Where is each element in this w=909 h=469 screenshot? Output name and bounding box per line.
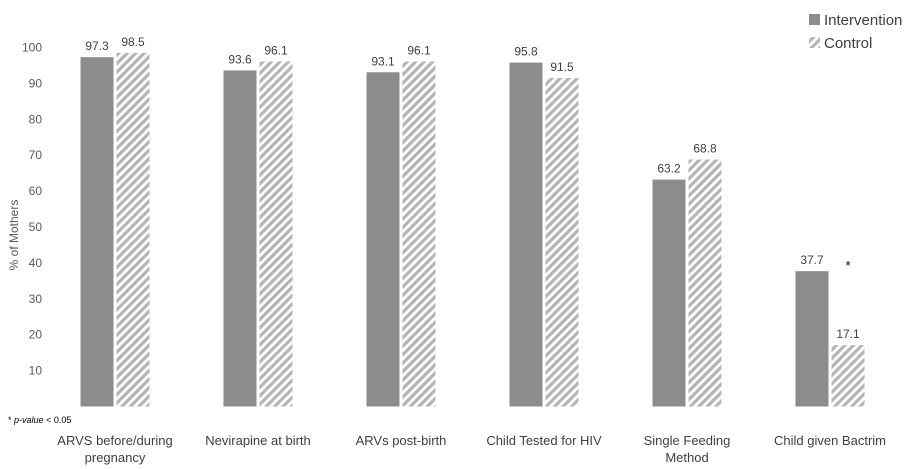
x-category-label-2: ARVs post-birth <box>356 433 447 448</box>
y-axis: 10 20 30 40 50 60 70 80 90 100 <box>22 41 42 378</box>
x-axis-labels: ARVS before/during pregnancy Nevirapine at… <box>57 433 886 465</box>
value-label-intervention-2: 93.1 <box>371 54 395 68</box>
value-label-intervention-4: 63.2 <box>657 162 681 176</box>
annotations-group: * <box>845 258 850 273</box>
bars-group <box>80 52 865 407</box>
significance-marker: * <box>845 258 850 273</box>
y-tick-label: 40 <box>29 256 43 270</box>
bar-control-1 <box>259 61 293 407</box>
x-category-label-4-line-0: Single Feeding <box>644 433 731 448</box>
bar-control-5 <box>831 345 865 407</box>
y-tick-label: 100 <box>22 41 42 55</box>
bar-intervention-0 <box>80 57 114 407</box>
value-label-intervention-1: 93.6 <box>228 52 252 66</box>
y-tick-label: 70 <box>29 148 43 162</box>
bar-intervention-5 <box>795 271 829 407</box>
value-label-intervention-0: 97.3 <box>85 39 109 53</box>
legend: Intervention Control <box>809 12 902 52</box>
x-category-label-0-line-0: ARVS before/during <box>57 433 172 448</box>
y-tick-label: 20 <box>29 328 43 342</box>
bar-intervention-1 <box>223 70 257 407</box>
y-tick-label: 10 <box>29 364 43 378</box>
footnote-rest: < 0.05 <box>46 415 71 425</box>
legend-label-control: Control <box>824 35 872 52</box>
value-label-control-1: 96.1 <box>264 44 288 58</box>
x-category-label-0-line-1: pregnancy <box>85 450 146 465</box>
bar-control-0 <box>116 52 150 407</box>
x-category-label-3: Child Tested for HIV <box>486 433 602 448</box>
bar-intervention-3 <box>509 62 543 407</box>
bar-intervention-2 <box>366 72 400 407</box>
bar-intervention-4 <box>652 179 686 407</box>
x-category-label-5: Child given Bactrim <box>774 433 886 448</box>
value-label-control-3: 91.5 <box>550 60 574 74</box>
footnote: * p-value < 0.05 <box>8 415 71 425</box>
x-category-label-4-line-1: Method <box>665 450 708 465</box>
y-tick-label: 60 <box>29 184 43 198</box>
y-tick-label: 80 <box>29 112 43 126</box>
legend-swatch-intervention <box>809 14 820 25</box>
value-label-intervention-3: 95.8 <box>514 45 538 59</box>
value-label-control-2: 96.1 <box>407 44 431 58</box>
footnote-italic: p-value <box>13 415 44 425</box>
footnote-marker: * <box>8 415 14 425</box>
bar-control-3 <box>545 78 579 407</box>
legend-label-intervention: Intervention <box>824 12 902 29</box>
legend-swatch-control <box>809 37 820 48</box>
value-label-control-4: 68.8 <box>693 142 717 156</box>
y-tick-label: 30 <box>29 292 43 306</box>
y-axis-title: % of Mothers <box>7 200 21 271</box>
value-label-control-5: 17.1 <box>836 327 860 341</box>
y-tick-label: 90 <box>29 76 43 90</box>
bar-control-4 <box>688 159 722 407</box>
value-label-control-0: 98.5 <box>121 35 145 49</box>
x-category-label-1: Nevirapine at birth <box>205 433 311 448</box>
value-label-intervention-5: 37.7 <box>800 253 824 267</box>
value-labels-group: 97.3 98.5 93.6 96.1 93.1 96.1 95.8 91.5 63.2 68.8… <box>85 35 860 341</box>
y-tick-label: 50 <box>29 220 43 234</box>
bar-control-2 <box>402 61 436 407</box>
